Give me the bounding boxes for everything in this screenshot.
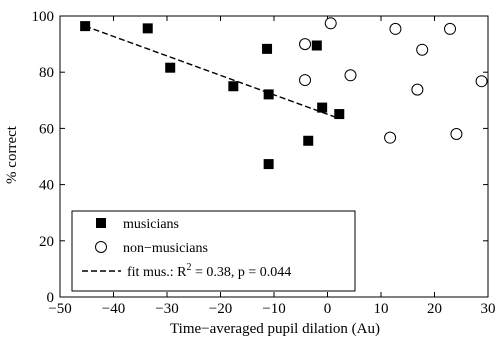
y-tick-label: 100	[32, 9, 55, 25]
non-musician-point	[344, 69, 357, 82]
x-tick-label: 0	[324, 301, 332, 317]
y-tick-label: 40	[39, 178, 54, 194]
non-musician-point	[444, 22, 457, 35]
legend-box	[71, 210, 356, 292]
y-axis-label: % correct	[4, 125, 20, 184]
legend: musicians non−musicians fit mus.: R2 = 0…	[71, 210, 356, 292]
non-musician-point	[384, 131, 397, 144]
axes: −50 −40 −30 −20 −10 0 10 20 30 0 20 40 60 80 100	[32, 9, 496, 317]
musician-point	[142, 23, 153, 34]
legend-label-musicians: musicians	[123, 217, 179, 232]
non-musician-point	[389, 22, 402, 35]
x-tick-label: 30	[481, 301, 496, 317]
non-musician-point	[411, 83, 424, 96]
x-tick-label: −40	[102, 301, 125, 317]
y-tick-label: 0	[47, 290, 55, 306]
legend-label-non-musicians: non−musicians	[123, 241, 208, 256]
musician-point	[263, 89, 274, 100]
x-tick-label: −20	[209, 301, 232, 317]
non-musician-point	[324, 17, 337, 30]
non-musician-point	[416, 43, 429, 56]
x-tick-label: −50	[48, 301, 71, 317]
non-musician-point	[450, 128, 463, 141]
x-tick-label: −10	[262, 301, 285, 317]
musician-point	[303, 135, 314, 146]
fit-line	[84, 25, 340, 120]
x-tick-label: −30	[155, 301, 178, 317]
x-tick-label: 20	[427, 301, 442, 317]
y-tick-label: 80	[39, 65, 54, 81]
y-tick-label: 20	[39, 234, 54, 250]
musician-point	[228, 81, 239, 92]
musician-point	[311, 40, 322, 51]
fit-line-layer	[84, 25, 340, 120]
non-musician-point	[299, 38, 312, 51]
non-musician-point	[299, 74, 312, 87]
legend-marker-non-musicians	[95, 241, 107, 253]
legend-label-fit: fit mus.: R2 = 0.38, p = 0.044	[127, 262, 291, 280]
legend-marker-musicians	[96, 218, 106, 228]
musician-point	[80, 21, 91, 32]
musician-point	[263, 159, 274, 170]
musician-point	[317, 102, 328, 113]
musician-point	[334, 109, 345, 120]
data-points	[80, 17, 488, 170]
non-musician-point	[475, 75, 488, 88]
x-tick-label: 10	[374, 301, 389, 317]
musician-point	[165, 62, 176, 73]
musician-point	[262, 43, 273, 54]
x-axis-label: Time−averaged pupil dilation (Au)	[170, 321, 380, 337]
y-tick-label: 60	[39, 121, 54, 137]
